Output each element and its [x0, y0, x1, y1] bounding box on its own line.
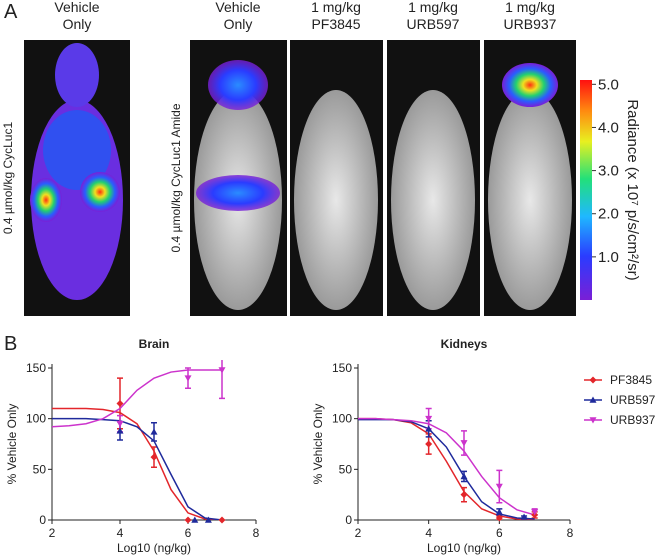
data-point [218, 516, 226, 524]
signal [196, 175, 280, 211]
colorbar-tick-label: 2.0 [598, 206, 619, 223]
y-tick-label: 50 [33, 462, 47, 476]
legend-label: URB597 [610, 393, 656, 407]
column-header: URB597 [407, 16, 460, 32]
mouse [391, 90, 475, 310]
legend-label: URB937 [610, 413, 656, 427]
data-point [150, 453, 158, 461]
fit-curve [52, 417, 223, 520]
y-tick-label: 150 [26, 361, 46, 375]
column-header: Vehicle [54, 0, 99, 15]
legend-marker [589, 376, 597, 384]
x-tick-label: 8 [567, 526, 574, 540]
mouse-image [484, 40, 576, 316]
column-header: 1 mg/kg [311, 0, 361, 15]
column-header: Only [224, 16, 253, 32]
x-tick-label: 8 [253, 526, 260, 540]
data-point [150, 428, 158, 435]
column-header: 1 mg/kg [408, 0, 458, 15]
signal [208, 60, 268, 110]
column-header: PF3845 [311, 16, 360, 32]
x-tick-label: 2 [355, 526, 362, 540]
data-point [460, 491, 468, 499]
plot-area [52, 360, 225, 520]
data-point [116, 399, 124, 407]
data-point [460, 440, 468, 447]
y-tick-label: 100 [26, 412, 46, 426]
y-axis-label: % Vehicle Only [5, 404, 19, 485]
x-tick-label: 6 [496, 526, 503, 540]
fit-curve [52, 369, 222, 428]
data-point [218, 367, 226, 374]
y-tick-label: 100 [332, 412, 352, 426]
mouse [294, 90, 378, 310]
data-point [425, 425, 433, 432]
signal [30, 178, 62, 222]
fit-curve [52, 407, 223, 520]
y-tick-label: 150 [332, 361, 352, 375]
data-point [495, 508, 503, 515]
y-axis-label: % Vehicle Only [311, 404, 325, 485]
legend-label: PF3845 [610, 373, 652, 387]
mouse [488, 90, 572, 310]
panel-label: A [4, 1, 18, 23]
colorbar [580, 80, 592, 300]
mouse-image [290, 40, 383, 316]
data-point [425, 440, 433, 448]
data-point [191, 516, 199, 523]
x-tick-label: 4 [425, 526, 432, 540]
data-point [460, 472, 468, 480]
row-label: 0.4 µmol/kg CycLuc1 [1, 122, 15, 235]
data-point [184, 375, 192, 382]
data-point [531, 509, 539, 516]
x-axis-label: Log10 (ng/kg) [117, 541, 191, 555]
data-point [116, 427, 124, 434]
x-axis-label: Log10 (ng/kg) [427, 541, 501, 555]
panel-label: B [4, 333, 17, 355]
x-tick-label: 6 [185, 526, 192, 540]
legend-marker [589, 417, 597, 424]
chart-title: Kidneys [441, 337, 488, 351]
data-point [495, 514, 503, 522]
colorbar-label: Radiance (x 10⁷ p/s/cm²/sr) [624, 99, 641, 280]
colorbar-tick-label: 1.0 [598, 249, 619, 266]
signal [502, 63, 558, 107]
x-tick-label: 2 [49, 526, 56, 540]
colorbar-tick-label: 5.0 [598, 76, 619, 93]
row-label: 0.4 µmol/kg CycLuc1 Amide [169, 103, 183, 252]
chart-title: Brain [139, 337, 170, 351]
data-point [495, 483, 503, 491]
colorbar-tick-label: 4.0 [598, 119, 619, 136]
column-header: URB937 [504, 16, 557, 32]
signal [80, 172, 120, 212]
data-point [425, 415, 433, 423]
y-tick-label: 0 [345, 513, 352, 527]
data-point [116, 420, 124, 428]
mouse-image [24, 40, 130, 316]
column-header: Only [63, 16, 92, 32]
mouse-image [190, 40, 287, 316]
fit-curve [358, 417, 535, 516]
data-point [520, 513, 528, 520]
data-point [204, 516, 212, 523]
signal [55, 43, 99, 107]
y-tick-label: 0 [39, 513, 46, 527]
y-tick-label: 50 [339, 462, 353, 476]
column-header: 1 mg/kg [505, 0, 555, 15]
data-point [184, 516, 192, 524]
x-tick-label: 4 [117, 526, 124, 540]
column-header: Vehicle [215, 0, 260, 15]
colorbar-tick-label: 3.0 [598, 163, 619, 180]
signal [43, 110, 111, 190]
mouse-image [387, 40, 480, 316]
legend-marker [589, 396, 597, 403]
plot-area [358, 407, 538, 520]
